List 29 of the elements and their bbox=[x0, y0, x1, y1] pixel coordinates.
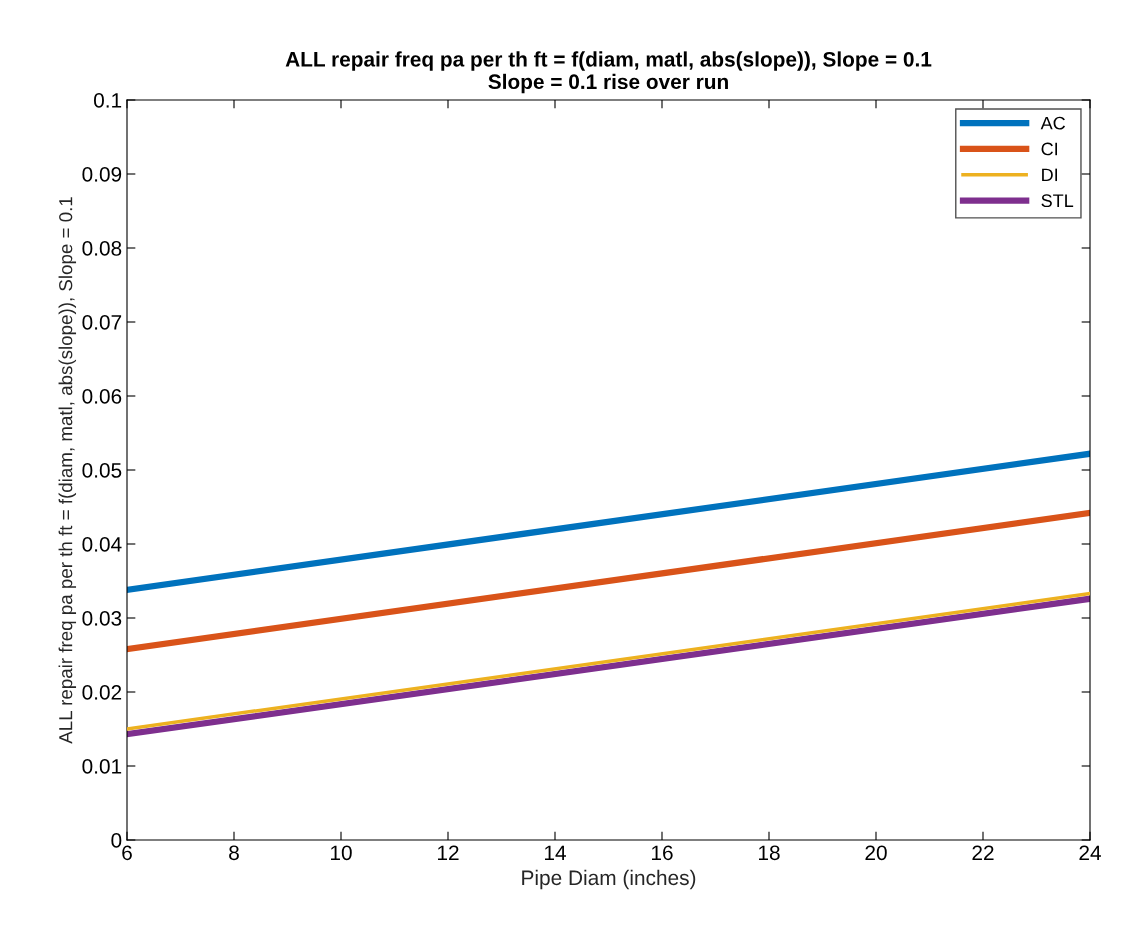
x-tick-label: 6 bbox=[122, 845, 132, 861]
legend-label: AC bbox=[1040, 116, 1066, 130]
y-tick-label: 0.05 bbox=[82, 463, 122, 478]
y-tick-label: 0.04 bbox=[82, 537, 122, 552]
x-axis-title: Pipe Diam (inches) bbox=[522, 869, 696, 890]
legend-label: DI bbox=[1042, 168, 1058, 182]
x-tick-label: 24 bbox=[1079, 845, 1101, 860]
y-tick-label: 0 bbox=[111, 833, 122, 848]
x-tick-label: 12 bbox=[438, 845, 459, 860]
x-tick-label: 10 bbox=[331, 845, 352, 861]
y-tick-label: 0.06 bbox=[82, 389, 122, 404]
x-tick-label: 18 bbox=[759, 845, 780, 861]
legend-label: STL bbox=[1041, 194, 1074, 208]
y-tick-label: 0.01 bbox=[82, 759, 122, 774]
x-tick-label: 8 bbox=[229, 845, 239, 861]
chart-subtitle: Slope = 0.1 rise over run bbox=[488, 73, 728, 94]
y-tick-label: 0.07 bbox=[82, 315, 122, 330]
y-tick-label: 0.09 bbox=[82, 167, 122, 182]
y-tick-label: 0.1 bbox=[93, 93, 122, 108]
y-axis-title: ALL repair freq pa per th ft = f(diam, matl, abs(slope)), Slope = 0.1 bbox=[58, 197, 77, 744]
y-tick-label: 0.03 bbox=[82, 611, 122, 626]
x-tick-label: 22 bbox=[972, 845, 994, 860]
legend-label: CI bbox=[1041, 142, 1058, 156]
y-tick-label: 0.08 bbox=[82, 241, 122, 256]
x-tick-label: 16 bbox=[652, 845, 673, 861]
chart-title: ALL repair freq pa per th ft = f(diam, matl, abs(slope)), Slope = 0.1 bbox=[285, 51, 932, 71]
x-tick-label: 14 bbox=[545, 845, 566, 860]
y-tick-label: 0.02 bbox=[82, 685, 122, 700]
x-tick-label: 20 bbox=[865, 845, 887, 861]
